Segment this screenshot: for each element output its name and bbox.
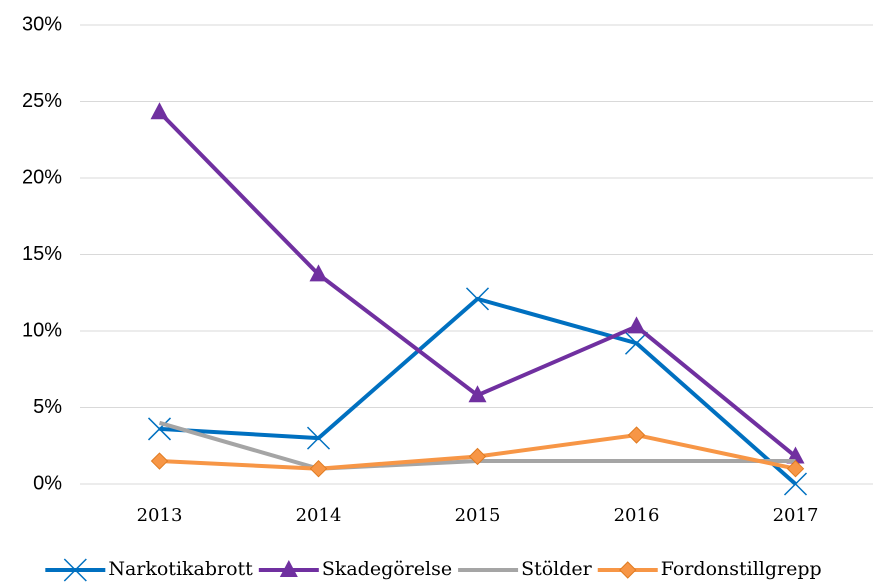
marker: [627, 316, 646, 334]
marker: [63, 558, 87, 582]
x-tick-label: 2015: [455, 505, 501, 526]
series: [147, 287, 808, 496]
legend-label: Fordonstillgrepp: [661, 558, 822, 580]
marker: [786, 459, 805, 478]
y-tick-label: 10%: [22, 319, 62, 341]
marker: [468, 447, 487, 466]
marker: [309, 264, 328, 282]
x-tick-label: 2013: [137, 505, 183, 526]
series-line: [158, 110, 797, 459]
x-tick-label: 2014: [296, 505, 342, 526]
marker: [627, 426, 646, 444]
marker: [309, 459, 328, 478]
marker: [624, 331, 649, 355]
legend: Narkotikabrott Skadegörelse Stölder Fordons…: [45, 558, 822, 582]
marker: [783, 472, 808, 496]
legend-label: Stölder: [521, 558, 593, 580]
marker: [279, 560, 298, 577]
marker: [468, 385, 487, 403]
y-tick-label: 30%: [22, 13, 62, 35]
x-tick-label: 2017: [773, 505, 819, 526]
y-tick-label: 25%: [22, 90, 62, 112]
marker: [465, 287, 490, 311]
marker: [150, 452, 169, 470]
marker: [150, 102, 169, 120]
legend-label: Narkotikabrott: [108, 558, 253, 580]
y-tick-label: 0%: [33, 472, 62, 494]
legend-label: Skadegörelse: [322, 558, 452, 580]
y-tick-label: 15%: [22, 243, 62, 265]
marker: [147, 417, 172, 441]
y-tick-label: 20%: [22, 166, 62, 188]
series: [150, 426, 805, 478]
marker: [306, 426, 331, 450]
x-tick-label: 2016: [614, 505, 660, 526]
marker: [619, 561, 637, 579]
y-tick-label: 5%: [33, 396, 62, 418]
series: [150, 102, 805, 464]
